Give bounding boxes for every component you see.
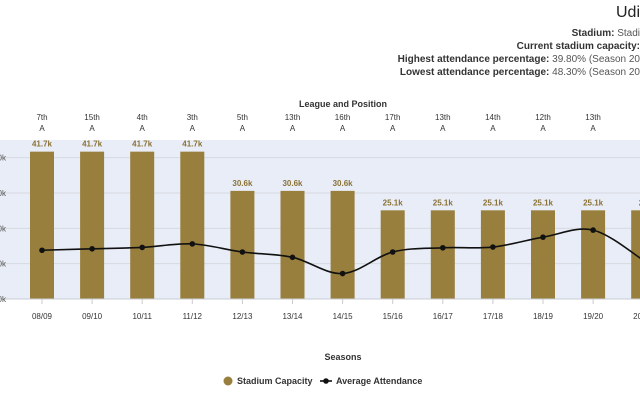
attendance-point (89, 246, 95, 252)
info-label: Stadium: (571, 28, 615, 39)
legend-capacity-swatch (223, 376, 233, 386)
capacity-bar (30, 151, 54, 299)
league-position-label: 15th (84, 113, 100, 122)
x-tick-label: 10/11 (132, 312, 152, 321)
attendance-point (339, 270, 346, 277)
bar-value-label: 30.6k (282, 179, 303, 188)
league-position-label: 14th (485, 113, 501, 122)
stadium-info: Stadium: Stadi Current stadium capacity:… (398, 27, 640, 79)
capacity-bar (330, 190, 355, 299)
bar-value-label: 30.6k (333, 179, 354, 188)
x-tick-label: 14/15 (333, 312, 354, 321)
league-name-label: A (540, 124, 546, 133)
bar-value-label: 25.1k (583, 198, 604, 207)
bar-value-label: 41.7k (182, 140, 203, 149)
league-name-label: A (39, 124, 45, 133)
league-position-label: 16th (335, 113, 351, 122)
league-position-label: 17th (385, 113, 401, 122)
info-row-highest: Highest attendance percentage: 39.80% (S… (398, 53, 640, 66)
league-position-label: 13th (585, 113, 601, 122)
league-name-label: A (140, 124, 146, 133)
attendance-point (540, 234, 546, 240)
x-tick-label: 11/12 (183, 312, 203, 321)
x-tick-label: 15/16 (383, 312, 404, 321)
info-label: Lowest attendance percentage: (399, 67, 550, 78)
league-name-label: A (290, 124, 296, 133)
capacity-bar (581, 210, 606, 299)
info-row-lowest: Lowest attendance percentage: 48.30% (Se… (398, 66, 640, 79)
legend-attendance-marker (323, 378, 329, 384)
info-value: 39.80% (Season 20 (552, 54, 640, 65)
x-tick-label: 19/20 (583, 312, 604, 321)
bar-value-label: 41.7k (132, 140, 153, 149)
league-name-label: A (390, 124, 396, 133)
league-name-label: A (190, 124, 196, 133)
capacity-bar (80, 151, 105, 299)
attendance-point (289, 254, 296, 261)
bar-value-label: 41.7k (82, 140, 103, 149)
bar-value-label: 25.1k (433, 198, 454, 207)
league-name-label: A (440, 124, 446, 133)
league-name-label: A (240, 124, 246, 133)
info-row-capacity: Current stadium capacity: (398, 40, 640, 53)
info-value: 48.30% (Season 20 (552, 67, 640, 78)
attendance-point (490, 244, 496, 250)
capacity-bar (280, 190, 305, 299)
legend-capacity-label: Stadium Capacity (237, 376, 313, 386)
x-tick-label: 16/17 (433, 312, 454, 321)
league-position-label: 4th (137, 113, 148, 122)
attendance-point (139, 244, 145, 251)
attendance-point (440, 244, 446, 251)
bar-value-label: 25.1k (383, 198, 404, 207)
capacity-bar (180, 151, 205, 299)
bar-value-label: 30.6k (232, 179, 253, 188)
y-tick-label: 0k (0, 295, 7, 304)
x-tick-label: 09/10 (82, 312, 103, 321)
league-position-label: 5th (237, 113, 248, 122)
league-name-label: A (590, 124, 596, 133)
capacity-bar (480, 210, 505, 299)
bar-value-label: 25 (639, 198, 640, 207)
x-tick-label: 18/19 (533, 312, 554, 321)
bar-value-label: 25.1k (483, 198, 504, 207)
attendance-point (389, 249, 396, 255)
y-tick-label: 40k (0, 154, 7, 163)
x-tick-label: 08/09 (32, 312, 53, 321)
info-label: Highest attendance percentage: (397, 54, 550, 65)
x-tick-label: 13/14 (282, 312, 303, 321)
league-position-label: 13th (435, 113, 451, 122)
info-value: Stadi (617, 28, 640, 39)
league-position-label: 13th (285, 113, 301, 122)
league-name-label: A (89, 124, 95, 133)
bar-value-label: 25.1k (533, 198, 554, 207)
capacity-bar (531, 210, 555, 299)
attendance-point (239, 249, 246, 255)
capacity-bar (130, 151, 155, 299)
info-row-stadium: Stadium: Stadi (398, 27, 640, 40)
y-tick-label: 20k (0, 224, 7, 233)
league-name-label: A (490, 124, 496, 133)
x-axis-title: Seasons (324, 352, 361, 362)
league-position-label: 7th (36, 113, 47, 122)
league-position-label: 12th (535, 113, 551, 122)
page-title: Udi (616, 4, 640, 21)
y-tick-label: 10k (0, 260, 7, 269)
attendance-point (39, 247, 45, 254)
bar-value-label: 41.7k (32, 140, 53, 149)
x-tick-label: 12/13 (232, 312, 253, 321)
top-axis-title: League and Position (299, 99, 387, 109)
league-name-label: A (340, 124, 346, 133)
attendance-point (590, 227, 596, 233)
x-tick-label: 20/21 (633, 312, 640, 321)
capacity-bar (430, 210, 455, 299)
x-tick-label: 17/18 (483, 312, 504, 321)
league-position-label: 3th (187, 113, 198, 122)
legend-attendance-label: Average Attendance (336, 376, 422, 386)
info-label: Current stadium capacity: (516, 41, 640, 52)
attendance-point (189, 241, 196, 247)
capacity-bar (230, 190, 255, 299)
y-tick-label: 30k (0, 189, 7, 198)
